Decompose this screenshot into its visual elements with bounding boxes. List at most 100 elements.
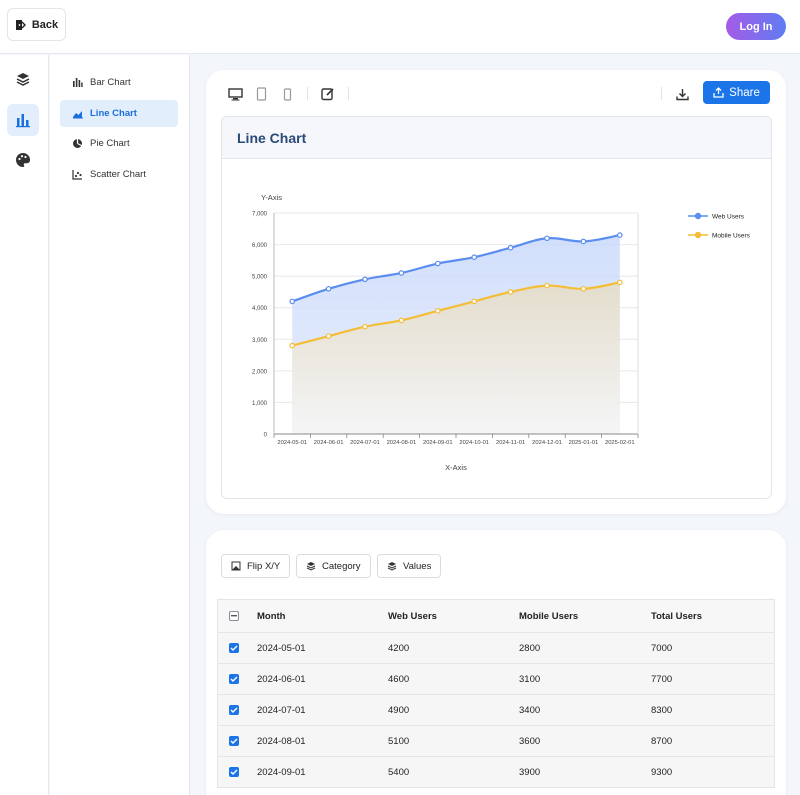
legend-label[interactable]: Web Users (712, 213, 745, 220)
series-line-1 (291, 281, 620, 347)
layers-icon[interactable] (7, 63, 39, 95)
category-button[interactable]: Category (296, 554, 371, 578)
chart-title: Line Chart (222, 117, 771, 159)
data-point[interactable] (362, 323, 368, 330)
toolbar-divider (307, 87, 308, 100)
x-axis-label: X-Axis (445, 463, 467, 472)
mobile-icon[interactable] (279, 86, 295, 102)
chart-type-menu: Bar Chart Line Chart Pie Chart Scatter C… (50, 55, 190, 795)
menu-item-label: Scatter Chart (90, 169, 146, 180)
data-point[interactable] (544, 282, 550, 289)
table-cell: 5100 (388, 735, 410, 747)
menu-item-pie-chart[interactable]: Pie Chart (60, 130, 178, 157)
table-cell: 7000 (651, 642, 673, 654)
pie-chart-icon (73, 138, 82, 148)
x-tick-label: 2025-02-01 (605, 440, 635, 446)
x-tick-label: 2024-07-01 (350, 440, 380, 446)
menu-item-bar-chart[interactable]: Bar Chart (60, 69, 178, 96)
data-point[interactable] (435, 308, 441, 314)
chart-panel: Line Chart 0 1,000 2,000 3,000 4,000 5,000 6,0… (221, 116, 772, 499)
table-cell: 2024-05-01 (257, 642, 306, 654)
table-row[interactable]: 2024-05-01 4200 2800 7000 (218, 633, 774, 664)
exit-icon (15, 19, 26, 30)
x-tick-label: 2024-08-01 (387, 440, 417, 446)
data-point[interactable] (507, 244, 514, 251)
login-button[interactable]: Log In (726, 13, 786, 40)
data-point[interactable] (289, 298, 296, 305)
x-tick-label: 2024-09-01 (423, 440, 453, 446)
data-point[interactable] (325, 285, 332, 292)
y-tick-label: 5,000 (252, 275, 268, 281)
data-point[interactable] (398, 270, 405, 276)
table-cell: 3600 (519, 735, 541, 747)
table-cell: 2024-08-01 (257, 735, 306, 747)
row-checkbox[interactable] (229, 736, 239, 746)
data-table: Month Web Users Mobile Users Total Users… (217, 599, 775, 788)
row-checkbox[interactable] (229, 767, 239, 777)
row-checkbox[interactable] (229, 674, 239, 684)
data-point[interactable] (289, 342, 296, 349)
back-label: Back (31, 18, 59, 31)
edit-icon[interactable] (320, 86, 336, 102)
table-cell: 2024-09-01 (257, 766, 306, 778)
x-tick-label: 2025-01-01 (569, 440, 599, 446)
table-cell: 4200 (388, 642, 410, 654)
table-row[interactable]: 2024-06-01 4600 3100 7700 (218, 664, 774, 695)
data-point[interactable] (471, 254, 478, 261)
download-icon[interactable] (674, 86, 690, 102)
y-tick-label: 2,000 (252, 369, 268, 375)
line-chart: 0 1,000 2,000 3,000 4,000 5,000 6,000 7,000 2024… (252, 193, 751, 472)
flip-xy-button[interactable]: Flip X/Y (221, 554, 291, 578)
toolbar-divider (661, 87, 662, 100)
x-tick-label: 2024-05-01 (277, 440, 307, 446)
table-cell: 2800 (519, 642, 541, 654)
legend-label[interactable]: Mobile Users (712, 232, 751, 239)
data-point[interactable] (325, 333, 332, 339)
icon-rail (0, 55, 49, 795)
data-point[interactable] (362, 276, 368, 283)
table-cell: 8700 (651, 735, 673, 747)
chart-card: Share Line Chart 0 1,000 2,000 3,000 4,000 5,… (206, 70, 786, 514)
chart-bar-icon[interactable] (7, 104, 39, 136)
data-point[interactable] (616, 279, 623, 286)
row-checkbox[interactable] (229, 705, 239, 715)
column-header[interactable]: Mobile Users (519, 610, 579, 622)
bar-chart-icon (73, 78, 83, 87)
column-header[interactable]: Web Users (388, 610, 437, 622)
palette-icon[interactable] (7, 144, 39, 176)
menu-item-line-chart[interactable]: Line Chart (60, 100, 178, 127)
scatter-chart-icon (72, 170, 82, 180)
y-tick-label: 7,000 (252, 212, 268, 218)
column-header[interactable]: Total Users (651, 610, 703, 622)
table-cell: 4900 (388, 704, 410, 716)
data-point[interactable] (435, 260, 441, 267)
table-row[interactable]: 2024-09-01 5400 3900 9300 (218, 757, 774, 788)
menu-item-scatter-chart[interactable]: Scatter Chart (60, 161, 178, 188)
row-checkbox[interactable] (229, 643, 239, 653)
data-point[interactable] (398, 317, 405, 324)
select-all-checkbox[interactable] (229, 611, 239, 621)
values-button[interactable]: Values (377, 554, 442, 578)
table-cell: 7700 (651, 673, 673, 685)
y-axis-label: Y-Axis (261, 193, 282, 202)
top-bar: Back Log In (0, 0, 800, 54)
x-tick-label: 2024-11-01 (496, 440, 525, 446)
table-cell: 2024-06-01 (257, 673, 306, 685)
column-header[interactable]: Month (257, 610, 286, 622)
back-button[interactable]: Back (7, 8, 66, 41)
data-point[interactable] (471, 298, 478, 305)
menu-item-label: Pie Chart (90, 138, 130, 149)
tablet-icon[interactable] (253, 86, 269, 102)
desktop-icon[interactable] (227, 86, 243, 102)
data-point[interactable] (580, 238, 587, 245)
share-button[interactable]: Share (703, 81, 770, 104)
x-tick-label: 2024-06-01 (314, 440, 344, 446)
table-row[interactable]: 2024-07-01 4900 3400 8300 (218, 695, 774, 726)
data-point[interactable] (544, 235, 550, 242)
data-point[interactable] (507, 289, 514, 295)
data-point[interactable] (616, 232, 623, 238)
data-point[interactable] (580, 285, 587, 292)
table-row[interactable]: 2024-08-01 5100 3600 8700 (218, 726, 774, 757)
table-cell: 5400 (388, 766, 410, 778)
x-tick-label: 2024-12-01 (532, 440, 562, 446)
